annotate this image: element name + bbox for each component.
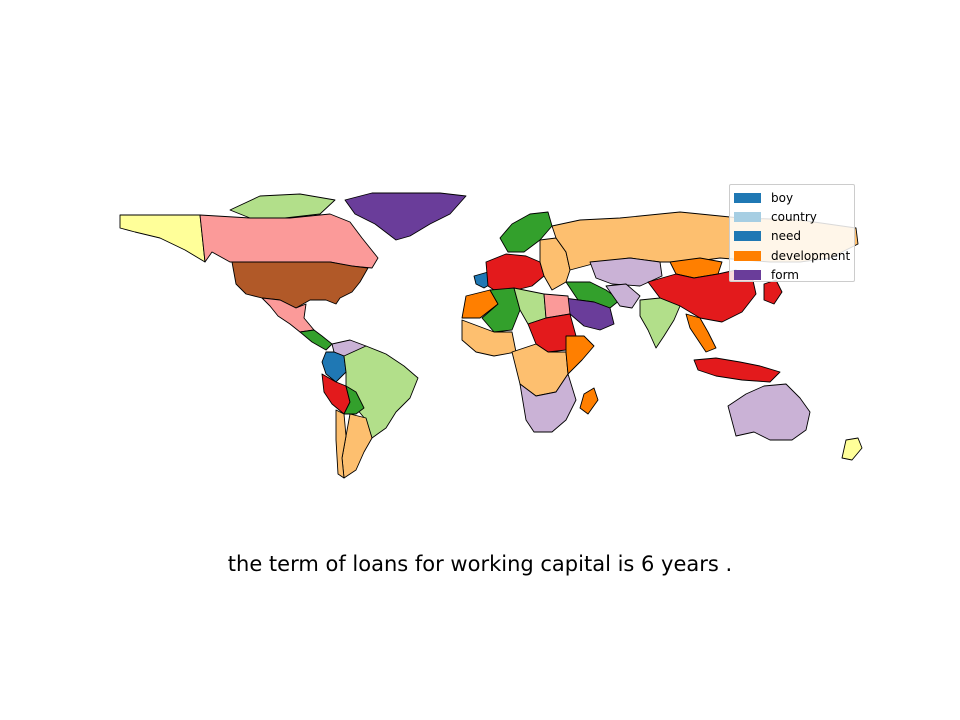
legend-label: development xyxy=(771,248,851,263)
map-region-west-africa xyxy=(461,319,517,357)
map-region-canada xyxy=(199,213,379,269)
legend-item: boy xyxy=(734,188,854,207)
legend-label: boy xyxy=(771,190,794,205)
map-region-bolivia xyxy=(343,385,365,415)
map-region-arctic-islands xyxy=(229,193,336,219)
map-region-argentina xyxy=(341,413,373,479)
map-legend: boy country need development form xyxy=(729,184,855,282)
map-region-central-america xyxy=(299,329,333,351)
legend-label: country xyxy=(771,210,817,225)
map-region-india xyxy=(639,297,681,349)
map-region-iran xyxy=(605,283,641,309)
legend-label: form xyxy=(771,268,799,283)
map-region-southeast-asia xyxy=(685,313,717,353)
legend-item: need xyxy=(734,227,854,246)
map-region-greenland xyxy=(344,192,467,241)
map-region-australia xyxy=(727,383,811,441)
map-region-indonesia xyxy=(693,357,781,383)
map-region-north-africa-west xyxy=(461,289,499,319)
legend-item: form xyxy=(734,266,854,285)
map-region-alaska xyxy=(119,214,206,263)
map-caption: the term of loans for working capital is… xyxy=(227,552,733,576)
map-region-chile xyxy=(335,409,347,479)
map-region-east-africa xyxy=(565,335,595,375)
legend-swatch xyxy=(734,212,761,223)
legend-swatch xyxy=(734,231,761,242)
countries-layer xyxy=(119,192,863,479)
map-region-madagascar xyxy=(579,387,599,415)
map-region-saudi-arabia xyxy=(563,297,615,331)
map-region-southern-africa xyxy=(519,373,577,433)
map-region-libya xyxy=(513,287,547,325)
map-region-colombia xyxy=(321,351,347,383)
legend-item: country xyxy=(734,207,854,226)
map-region-usa xyxy=(231,261,369,309)
legend-label: need xyxy=(771,229,801,244)
legend-item: development xyxy=(734,246,854,265)
legend-swatch xyxy=(734,250,761,261)
map-region-new-zealand xyxy=(841,437,863,461)
legend-swatch xyxy=(734,192,761,203)
legend-swatch xyxy=(734,270,761,281)
